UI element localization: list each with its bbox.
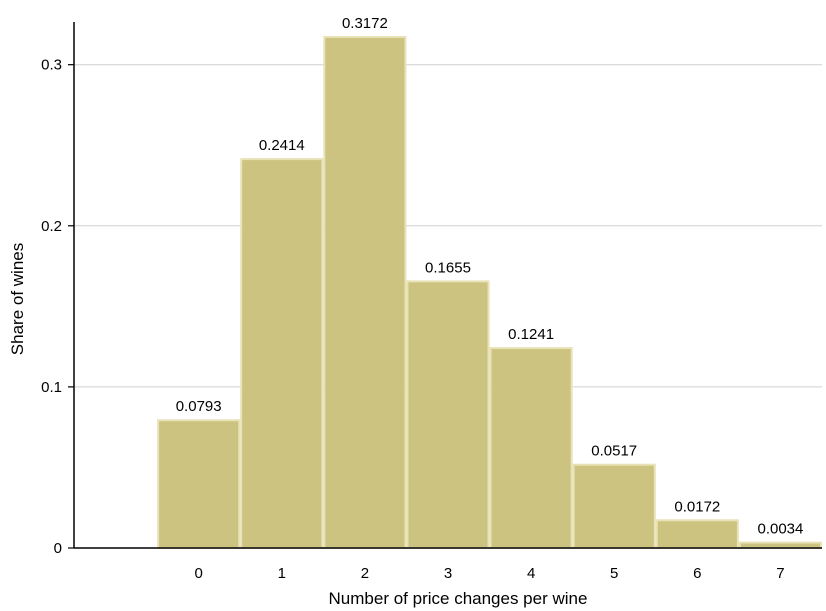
bar-1 bbox=[240, 158, 324, 549]
x-tick-label: 4 bbox=[527, 565, 535, 582]
x-tick-label: 7 bbox=[776, 565, 784, 582]
data-label-6: 0.0172 bbox=[674, 498, 720, 515]
bar-4 bbox=[489, 347, 573, 549]
y-axis-title: Share of wines bbox=[8, 243, 27, 355]
bar-2 bbox=[323, 35, 407, 549]
bar-7 bbox=[738, 541, 823, 550]
axes bbox=[73, 22, 822, 549]
data-label-1: 0.2414 bbox=[259, 137, 305, 154]
data-label-0: 0.0793 bbox=[176, 398, 222, 415]
x-tick-label: 3 bbox=[444, 565, 452, 582]
bar-6 bbox=[655, 519, 739, 549]
x-tick-label: 0 bbox=[194, 565, 202, 582]
bars bbox=[157, 35, 823, 550]
data-label-2: 0.3172 bbox=[342, 15, 388, 32]
y-tick-label: 0.3 bbox=[41, 57, 62, 74]
data-label-3: 0.1655 bbox=[425, 259, 471, 276]
x-tick-label: 1 bbox=[278, 565, 286, 582]
x-axis-title: Number of price changes per wine bbox=[329, 589, 588, 608]
bar-3 bbox=[406, 280, 490, 549]
y-tick-labels: 0 0.1 0.2 0.3 bbox=[41, 57, 74, 557]
x-tick-label: 5 bbox=[610, 565, 618, 582]
x-tick-label: 2 bbox=[361, 565, 369, 582]
data-label-4: 0.1241 bbox=[508, 326, 554, 343]
y-tick-label: 0.2 bbox=[41, 218, 62, 235]
data-label-7: 0.0034 bbox=[757, 521, 803, 538]
bar-0 bbox=[157, 419, 241, 549]
bar-5 bbox=[572, 463, 656, 550]
data-label-5: 0.0517 bbox=[591, 443, 637, 460]
y-tick-label: 0.1 bbox=[41, 379, 62, 396]
y-tick-label: 0 bbox=[54, 540, 62, 557]
x-tick-labels: 0 1 2 3 4 5 6 7 bbox=[194, 565, 784, 582]
x-tick-label: 6 bbox=[693, 565, 701, 582]
data-labels: 0.0793 0.2414 0.3172 0.1655 0.1241 0.0517 0.01… bbox=[176, 15, 804, 538]
